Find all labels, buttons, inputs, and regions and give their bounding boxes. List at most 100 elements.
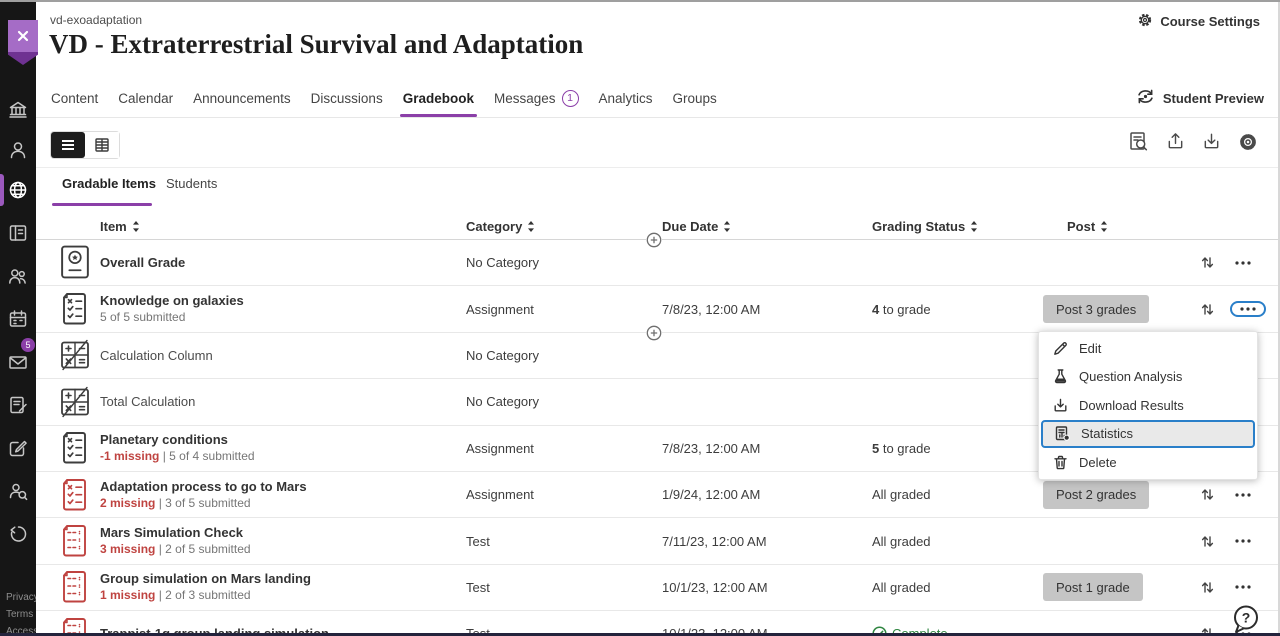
table-row: Overall Grade No Category — [36, 240, 1280, 287]
column-category[interactable]: Category — [466, 219, 662, 234]
test-icon — [60, 524, 100, 558]
reorder-icon[interactable] — [1196, 300, 1219, 319]
close-course-button[interactable] — [8, 20, 38, 65]
menu-item-edit[interactable]: Edit — [1041, 334, 1255, 363]
menu-item-statistics[interactable]: Statistics — [1041, 419, 1255, 448]
item-name[interactable]: Calculation Column — [100, 347, 213, 363]
page-title: VD - Extraterrestrial Survival and Adapt… — [49, 29, 584, 59]
item-due-date: 10/1/23, 12:00 AM — [662, 579, 768, 595]
tab-messages[interactable]: Messages 1 — [493, 79, 580, 117]
item-options-menu: Edit Question Analysis Download Results … — [1038, 331, 1258, 480]
reorder-icon[interactable] — [1196, 578, 1219, 597]
reorder-icon[interactable] — [1196, 485, 1219, 504]
column-post[interactable]: Post — [1043, 219, 1196, 234]
item-name[interactable]: Planetary conditions — [100, 432, 228, 448]
assignment-icon — [60, 292, 100, 326]
messages-icon[interactable]: 5 — [0, 338, 36, 382]
tab-groups[interactable]: Groups — [672, 90, 717, 106]
help-icon[interactable]: ? — [1231, 604, 1261, 634]
grades-icon[interactable] — [0, 385, 36, 425]
item-name[interactable]: Adaptation process to go to Mars — [100, 478, 307, 494]
item-submission-status: -1 missing | 5 of 4 submitted — [100, 449, 255, 464]
student-preview-label: Student Preview — [1162, 90, 1264, 106]
download-icon[interactable] — [1202, 132, 1221, 151]
window-top-edge — [0, 0, 1280, 2]
item-category: Assignment — [466, 487, 534, 503]
add-item-icon[interactable] — [646, 325, 662, 341]
add-item-icon[interactable] — [646, 232, 662, 248]
courses-globe-icon[interactable] — [0, 170, 36, 210]
close-icon[interactable] — [8, 20, 38, 52]
tab-students[interactable]: Students — [166, 176, 218, 191]
item-category: No Category — [466, 255, 539, 271]
search-gradebook-button[interactable] — [1128, 131, 1149, 152]
profile-icon[interactable] — [0, 130, 36, 170]
menu-item-delete[interactable]: Delete — [1041, 448, 1255, 477]
terms-link[interactable]: Terms — [6, 609, 34, 620]
item-category: No Category — [466, 394, 539, 410]
menu-item-download-results[interactable]: Download Results — [1041, 391, 1255, 420]
accessibility-link[interactable]: Accessibility — [6, 626, 36, 636]
more-options-icon[interactable] — [1230, 301, 1266, 318]
activity-stream-icon[interactable] — [0, 213, 36, 253]
course-settings-button[interactable]: Course Settings — [1137, 12, 1260, 31]
item-name[interactable]: Overall Grade — [100, 255, 186, 271]
calendar-icon[interactable] — [0, 299, 36, 339]
gradebook-settings-gear-icon[interactable] — [1238, 132, 1258, 152]
item-due-date: 1/9/24, 12:00 AM — [662, 487, 761, 503]
download-icon — [1054, 398, 1067, 412]
trash-icon — [1054, 455, 1067, 470]
reorder-icon[interactable] — [1196, 253, 1219, 272]
tab-calendar[interactable]: Calendar — [118, 90, 174, 106]
item-grading-status: 5 to grade — [872, 440, 931, 456]
groups-icon[interactable] — [0, 256, 36, 296]
upload-icon[interactable] — [1166, 132, 1185, 151]
privacy-link[interactable]: Privacy — [6, 592, 36, 603]
gradebook-toolbar — [36, 118, 1280, 168]
course-id: vd-exoadaptation — [50, 13, 143, 27]
item-category: No Category — [466, 347, 539, 363]
active-indicator — [0, 174, 4, 206]
item-name[interactable]: Mars Simulation Check — [100, 525, 244, 541]
tab-gradebook[interactable]: Gradebook — [399, 79, 478, 117]
tab-analytics[interactable]: Analytics — [598, 90, 653, 106]
item-submission-status: 3 missing | 2 of 5 submitted — [100, 542, 251, 557]
tab-gradable-items[interactable]: Gradable Items — [62, 176, 156, 191]
calculation-icon — [60, 386, 100, 418]
item-category: Test — [466, 579, 490, 595]
item-name[interactable]: Knowledge on galaxies — [100, 293, 244, 309]
table-row: Adaptation process to go to Mars 2 missi… — [36, 472, 1280, 519]
item-name[interactable]: Group simulation on Mars landing — [100, 571, 311, 587]
item-name[interactable]: Total Calculation — [100, 394, 196, 410]
tab-content[interactable]: Content — [51, 90, 99, 106]
column-due-date[interactable]: Due Date — [662, 219, 872, 234]
compose-icon[interactable] — [0, 428, 36, 468]
item-submission-status: 1 missing | 2 of 3 submitted — [100, 588, 251, 603]
grid-view-button[interactable] — [85, 132, 119, 158]
tab-announcements[interactable]: Announcements — [193, 90, 291, 106]
post-grades-button[interactable]: Post 2 grades — [1043, 480, 1150, 509]
more-options-icon[interactable] — [1230, 582, 1256, 592]
post-grades-button[interactable]: Post 3 grades — [1043, 295, 1150, 324]
institution-icon[interactable] — [0, 90, 36, 130]
item-category: Test — [466, 626, 490, 636]
statistics-icon — [1055, 426, 1070, 442]
more-options-icon[interactable] — [1230, 536, 1256, 546]
sign-out-icon[interactable] — [0, 514, 36, 554]
menu-item-question-analysis[interactable]: Question Analysis — [1041, 363, 1255, 392]
list-view-button[interactable] — [51, 132, 85, 158]
column-item[interactable]: Item — [100, 219, 466, 234]
item-name[interactable]: Trappist-1g group landing simulation — [100, 626, 329, 636]
more-options-icon[interactable] — [1230, 258, 1256, 268]
tab-discussions[interactable]: Discussions — [310, 90, 383, 106]
table-row: Group simulation on Mars landing 1 missi… — [36, 565, 1280, 612]
reorder-icon[interactable] — [1196, 532, 1219, 551]
student-preview-button[interactable]: Student Preview — [1136, 79, 1264, 117]
post-grades-button[interactable]: Post 1 grade — [1043, 573, 1143, 602]
overall-grade-icon — [60, 245, 100, 280]
assist-icon[interactable] — [0, 471, 36, 511]
messages-count-badge: 5 — [21, 338, 35, 352]
column-grading-status[interactable]: Grading Status — [872, 219, 1043, 234]
item-grading-status: All graded — [872, 487, 931, 503]
more-options-icon[interactable] — [1230, 490, 1256, 500]
